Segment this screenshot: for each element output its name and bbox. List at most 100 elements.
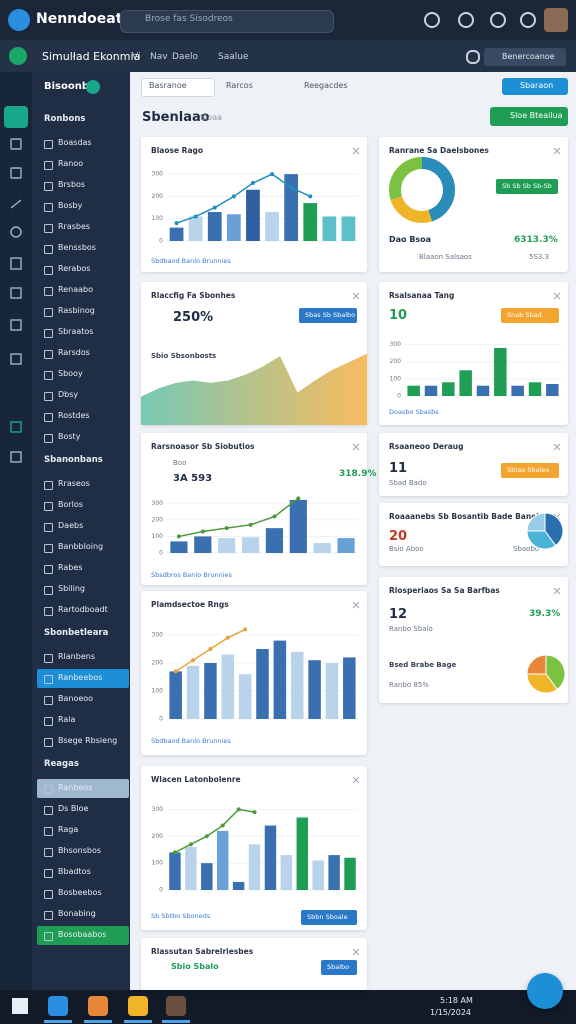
app-name[interactable]: Nenndoeats xyxy=(36,11,131,27)
sidebar-item[interactable]: Bonabing xyxy=(58,909,96,918)
sidebar-item[interactable]: Dbsy xyxy=(58,390,79,399)
sidebar-section-title[interactable]: Sbanonbans xyxy=(44,455,103,465)
taskbar-app[interactable] xyxy=(166,996,186,1016)
toolbar-tab[interactable] xyxy=(141,78,215,97)
taskbar-app[interactable] xyxy=(48,996,68,1016)
sidebar-item[interactable]: Sbiling xyxy=(58,584,85,593)
card-badge[interactable] xyxy=(501,308,559,323)
nav-menu-item[interactable]: Nav xyxy=(150,52,168,62)
taskbar-app[interactable] xyxy=(88,996,108,1016)
card-badge-label[interactable]: Snab Sbad xyxy=(507,311,542,319)
sidebar-item[interactable]: Bsege Rbsieng xyxy=(58,736,118,745)
close-icon[interactable] xyxy=(552,586,562,596)
toolbar-tab-label[interactable]: Reegacdes xyxy=(304,81,348,90)
sidebar-item[interactable]: Rostdes xyxy=(58,411,90,420)
card-badge-label[interactable]: Sbtas Sbaleo xyxy=(507,466,550,474)
sidebar-item[interactable]: Rraseos xyxy=(58,479,90,488)
header-icon[interactable] xyxy=(424,12,440,28)
fab[interactable] xyxy=(527,973,563,1009)
sidebar-item[interactable]: Rlanbens xyxy=(58,652,95,661)
sidebar-item[interactable]: Renaabo xyxy=(58,285,93,294)
sidebar-item-icon xyxy=(44,738,53,747)
header-icon[interactable] xyxy=(490,12,506,28)
app-logo[interactable] xyxy=(8,9,30,31)
card-badge-label[interactable]: Sbbn Sboale xyxy=(307,913,348,921)
chart: 0 100 200 300 xyxy=(152,627,358,723)
nav-menu-item[interactable]: Daelo xyxy=(172,52,198,62)
trend-point xyxy=(200,529,205,534)
bar xyxy=(407,385,420,396)
close-icon[interactable] xyxy=(351,775,361,785)
toolbar-button[interactable] xyxy=(502,78,568,95)
card-badge-label[interactable]: Sbalbo xyxy=(327,963,350,971)
close-icon[interactable] xyxy=(351,146,361,156)
sidebar-item[interactable]: Bosbeebos xyxy=(58,888,102,897)
sidebar-item[interactable]: Ranoo xyxy=(58,159,84,168)
sidebar-section-title[interactable]: Ronbons xyxy=(44,114,86,124)
sidebar-item[interactable]: Rartodboadt xyxy=(58,605,108,614)
sidebar-item[interactable]: Banoeoo xyxy=(58,694,94,703)
sidebar-item[interactable]: Bosby xyxy=(58,201,83,210)
card-badge[interactable] xyxy=(321,960,357,975)
taskbar-app[interactable] xyxy=(128,996,148,1016)
sidebar-item[interactable]: Rabes xyxy=(58,563,83,572)
sidebar-item[interactable]: Banbbloing xyxy=(58,542,104,551)
sidebar-item[interactable]: Sbooy xyxy=(58,369,83,378)
sidebar-item[interactable]: Bbadtos xyxy=(58,867,91,876)
page-action[interactable] xyxy=(490,107,568,126)
close-icon[interactable] xyxy=(351,291,361,301)
sidebar-item[interactable]: Rerabos xyxy=(58,264,91,273)
avatar[interactable] xyxy=(544,8,568,32)
header-icon[interactable] xyxy=(520,12,536,28)
close-icon[interactable] xyxy=(552,442,562,452)
close-icon[interactable] xyxy=(351,600,361,610)
close-icon[interactable] xyxy=(351,947,361,957)
sidebar-section-title[interactable]: Reagas xyxy=(44,759,79,769)
nav-dropdown-label[interactable]: Benercoanoe xyxy=(502,52,555,61)
sidebar-item[interactable]: Rarsdos xyxy=(58,348,90,357)
sidebar-item[interactable]: Bosty xyxy=(58,432,81,441)
sidebar-item[interactable]: Ranbeebos xyxy=(58,673,103,682)
toolbar-button-label[interactable]: Sbaraon xyxy=(520,81,554,90)
close-icon[interactable] xyxy=(552,146,562,156)
search-box[interactable] xyxy=(120,10,334,33)
sidebar-item[interactable]: Rala xyxy=(58,715,76,724)
sidebar-item[interactable]: Borlos xyxy=(58,500,83,509)
toolbar-tab-label[interactable]: Basranoe xyxy=(149,81,187,90)
close-icon[interactable] xyxy=(552,291,562,301)
sidebar-item[interactable]: Daebs xyxy=(58,521,84,530)
header-icon[interactable] xyxy=(458,12,474,28)
card-footer[interactable]: Sbsdbros Banlo Brunnies xyxy=(151,571,232,579)
card-badge[interactable] xyxy=(496,179,558,194)
nav-dropdown[interactable] xyxy=(484,48,566,66)
card-badge[interactable] xyxy=(299,308,357,323)
nav-menu-item[interactable]: Vi xyxy=(132,52,141,62)
sidebar-item[interactable]: Benssbos xyxy=(58,243,96,252)
sidebar-item[interactable]: Rrasbes xyxy=(58,222,91,231)
sidebar-item[interactable]: Ranbeos xyxy=(58,783,93,792)
sidebar-item[interactable]: Bosobaabos xyxy=(58,930,107,939)
sidebar-item[interactable]: Bhsonsbos xyxy=(58,846,101,855)
nav-search-icon[interactable] xyxy=(466,50,480,64)
toolbar-tab-label[interactable]: Rarcos xyxy=(226,81,253,90)
card-footer[interactable]: Doasbo Sbasbs xyxy=(389,408,439,416)
card-footer[interactable]: Sbdbaod Banlo Brunnies xyxy=(151,737,231,745)
nav-menu-item[interactable]: Saalue xyxy=(218,52,249,62)
card-footer[interactable]: Sbdbaod Banlo Brunnies xyxy=(151,257,231,265)
nav-logo[interactable] xyxy=(9,47,27,65)
card-badge[interactable] xyxy=(501,463,559,478)
sidebar-item[interactable]: Sbraatos xyxy=(58,327,94,336)
sidebar-item[interactable]: Brsbos xyxy=(58,180,86,189)
close-icon[interactable] xyxy=(351,442,361,452)
card-badge[interactable] xyxy=(301,910,357,925)
page-action-label[interactable]: Sloe Bteailua xyxy=(510,111,563,120)
sidebar-item[interactable]: Rasbinog xyxy=(58,306,95,315)
card-footer[interactable]: Sb Sbtbo Sboneds xyxy=(151,912,211,920)
start-button[interactable] xyxy=(12,998,28,1014)
card-badge-label[interactable]: Sbas Sb Sbalbo xyxy=(305,311,356,319)
sidebar-item[interactable]: Raga xyxy=(58,825,79,834)
card-badge-label[interactable]: Sb Sb Sb Sb-Sb xyxy=(502,182,552,190)
sidebar-section-title[interactable]: Sbonbetleara xyxy=(44,628,109,638)
sidebar-item[interactable]: Boasdas xyxy=(58,138,92,147)
sidebar-item[interactable]: Ds Bloe xyxy=(58,804,89,813)
